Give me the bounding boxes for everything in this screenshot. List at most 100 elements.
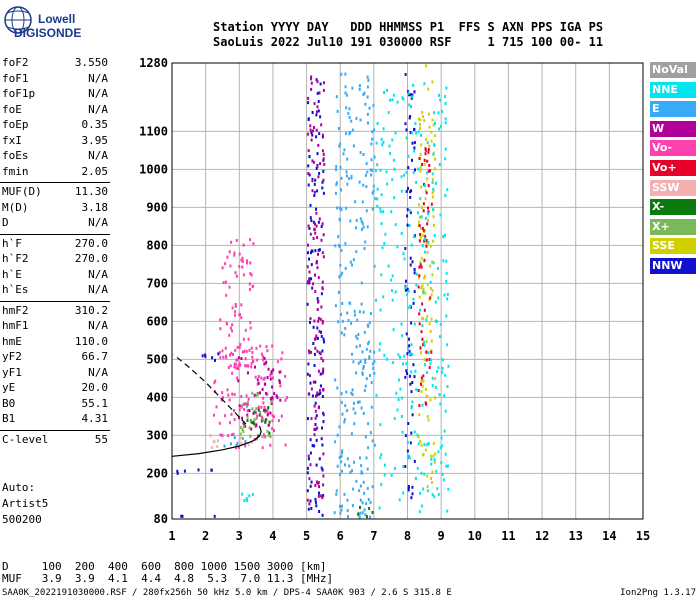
echo-dot [355,116,358,120]
echo-dot [255,393,258,397]
echo-dot [319,372,322,376]
echo-dot [409,131,412,134]
param-row: D N/A [2,216,108,230]
echo-dot [244,357,247,361]
echo-dot [412,297,415,301]
echo-dot [364,240,367,244]
echo-dot [360,281,363,285]
echo-dot [419,439,422,443]
echo-dot [406,287,409,291]
echo-dot [279,370,282,374]
echo-dot [372,104,375,107]
echo-dot [213,381,216,385]
echo-dot [366,85,369,89]
echo-dot [429,280,432,284]
echo-dot [242,425,245,429]
echo-dot [245,364,248,368]
echo-dot [371,439,374,443]
param-name: B1 [2,412,16,425]
echo-dot [425,64,428,68]
echo-dot [406,214,409,218]
echo-dot [362,480,365,484]
echo-dot [348,464,351,468]
echo-dot [423,308,426,312]
echo-dot [267,406,270,410]
echo-dot [338,144,341,148]
echo-dot [246,413,249,417]
echo-dot [319,162,322,166]
echo-dot [362,367,365,370]
echo-dot [392,158,395,162]
echo-dot [265,345,268,349]
echo-dot [260,352,263,356]
echo-dot [321,135,324,139]
echo-dot [240,303,243,307]
echo-dot [365,162,368,166]
echo-dot [421,226,424,230]
param-row: yE 20.0 [2,381,108,395]
param-value: 3.18 [81,200,109,214]
echo-dot [263,408,265,412]
echo-dot [425,318,428,322]
echo-dot [310,87,313,91]
echo-dot [250,273,253,277]
echo-dot [400,322,403,326]
echo-dot [236,345,239,349]
echo-dot [444,233,446,237]
echo-dot [434,386,437,389]
echo-dot [424,148,427,152]
echo-dot [266,392,269,396]
echo-dot [227,366,230,369]
echo-dot [347,112,350,116]
echo-dot [309,499,312,503]
echo-dot [376,204,379,208]
echo-dot [430,339,433,343]
echo-dot [412,83,415,87]
echo-dot [419,215,421,219]
echo-dot [321,133,324,137]
echo-dot [244,440,247,443]
param-row: h`E N/A [2,268,108,282]
echo-dot [351,469,353,473]
echo-dot [250,365,253,369]
echo-dot [251,391,254,395]
echo-dot [270,398,273,402]
echo-dot [286,396,288,400]
logo-text-lowell: Lowell [38,12,76,26]
echo-dot [355,479,358,483]
echo-dot [320,466,323,470]
echo-dot [420,443,423,447]
echo-dot [355,226,357,230]
echo-dot [271,385,274,389]
echo-dot [271,427,274,431]
echo-dot [386,88,389,92]
y-tick-label: 200 [146,466,168,480]
echo-dot [246,409,249,413]
echo-dot [378,348,381,352]
header-line-1: Station YYYY DAY DDD HHMMSS P1 FFS S AXN… [213,20,604,34]
echo-dot [419,126,422,130]
param-value: N/A [88,102,108,116]
echo-dot [367,340,370,344]
x-tick-label: 8 [404,529,411,543]
echo-dot [424,291,427,295]
echo-dot [309,321,311,324]
echo-dot [406,208,409,212]
echo-dot [417,285,420,289]
echo-dot [427,210,430,214]
echo-dot [416,466,419,470]
echo-dot [341,451,343,455]
echo-dot [308,270,311,274]
echo-dot [371,485,374,489]
echo-dot [273,415,275,419]
echo-dot [378,506,381,510]
echo-dot [366,515,368,519]
echo-dot [352,258,355,262]
echo-dot [418,157,421,160]
echo-dot [255,346,258,350]
echo-dot [426,415,429,419]
echo-dot [279,384,282,388]
echo-dot [229,353,231,357]
echo-dot [231,323,234,327]
echo-dot [422,228,425,232]
